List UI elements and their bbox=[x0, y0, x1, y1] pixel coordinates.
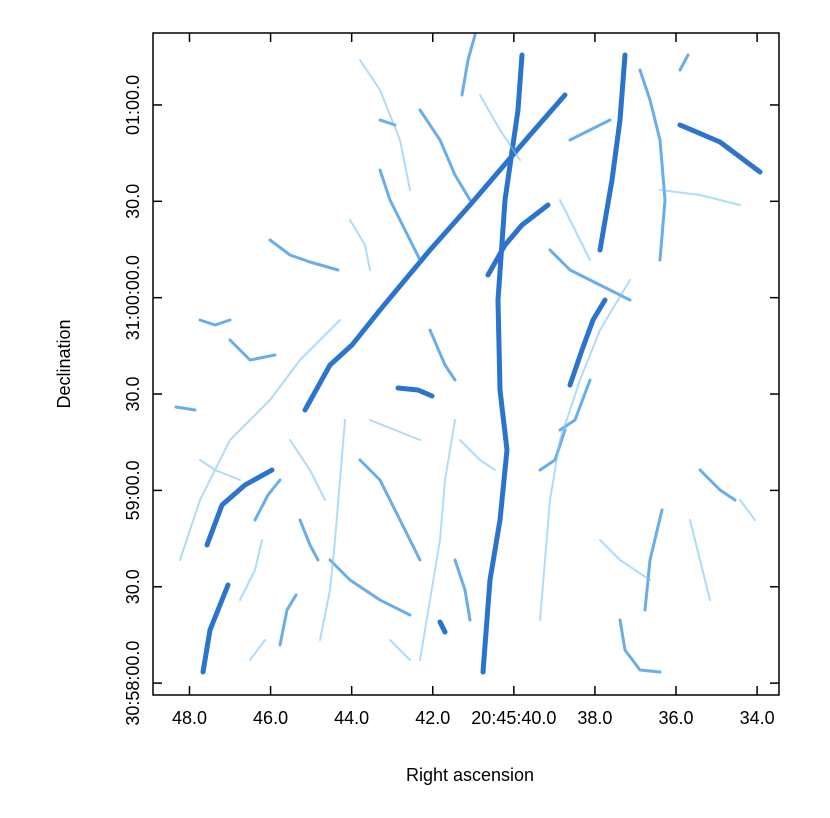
x-tick-label: 38.0 bbox=[577, 708, 612, 728]
x-tick-label: 46.0 bbox=[253, 708, 288, 728]
x-tick-label: 42.0 bbox=[415, 708, 450, 728]
y-tick-label: 31:00:00.0 bbox=[123, 255, 143, 340]
filament bbox=[179, 59, 756, 661]
y-axis-label: Declination bbox=[54, 319, 74, 408]
x-tick-label: 34.0 bbox=[740, 708, 775, 728]
x-axis-label: Right ascension bbox=[406, 765, 534, 785]
y-tick-label: 01:00.0 bbox=[123, 75, 143, 135]
image bbox=[174, 33, 763, 675]
x-tick-label: 44.0 bbox=[334, 708, 369, 728]
y-tick-label: 30:58:00.0 bbox=[123, 641, 143, 726]
y-tick-label: 30.0 bbox=[123, 569, 143, 604]
x-tick-label: 20:45:40.0 bbox=[471, 708, 556, 728]
x-tick-label: 36.0 bbox=[658, 708, 693, 728]
y-tick-label: 30.0 bbox=[123, 184, 143, 219]
y-tick-label: 30.0 bbox=[123, 377, 143, 412]
filament bbox=[200, 52, 763, 675]
plot-frame bbox=[152, 32, 780, 696]
x-tick-label: 48.0 bbox=[172, 708, 207, 728]
y-tick-label: 59:00.0 bbox=[123, 460, 143, 520]
filament bbox=[174, 33, 737, 674]
